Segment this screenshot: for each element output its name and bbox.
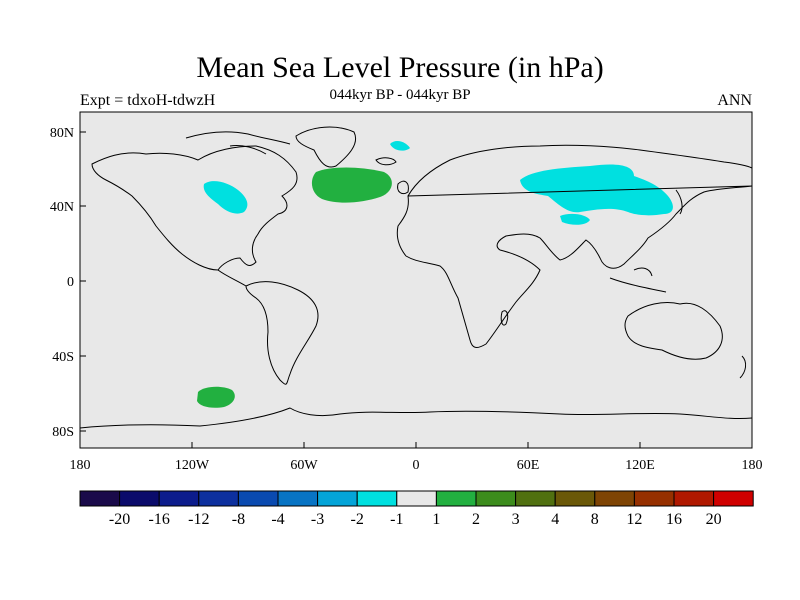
lon-tick-180e: 180	[742, 458, 763, 473]
colorbar-label: 20	[706, 511, 722, 528]
colorbar-box	[237, 490, 279, 507]
lon-tick-60e: 60E	[517, 458, 540, 473]
coastline-arctic-islands	[185, 131, 291, 155]
colorbar-label: 3	[512, 511, 520, 528]
colorbar-box	[515, 490, 556, 507]
map-title: Mean Sea Level Pressure (in hPa)	[196, 51, 604, 84]
colorbar-box	[633, 490, 675, 507]
lat-tick-40n: 40N	[50, 200, 74, 215]
coastline-indonesia	[609, 267, 667, 293]
colorbar-label: -2	[351, 511, 364, 528]
colorbar-label: 12	[626, 511, 642, 528]
coastline-australia	[624, 302, 723, 360]
anomaly-south-pacific	[197, 386, 235, 408]
coastline-iceland	[375, 157, 397, 166]
colorbar-box	[317, 490, 358, 507]
colorbar-label: 16	[666, 511, 682, 528]
coastline-antarctica	[79, 407, 753, 429]
colorbar-box	[79, 490, 121, 507]
colorbar-box	[158, 490, 200, 507]
map-subtitle: 044kyr BP - 044kyr BP	[329, 87, 471, 103]
coastline-central-america	[217, 269, 247, 287]
lat-tick-80n: 80N	[50, 126, 74, 141]
colorbar-label: -4	[271, 511, 284, 528]
coastline-south-america	[245, 281, 319, 385]
colorbar-label: -16	[149, 511, 170, 528]
colorbar-labels: -20 -16 -12 -8 -4 -3 -2 -1 1 2 3 4 8 12 16 20	[109, 511, 722, 528]
colorbar-box	[594, 490, 635, 507]
lat-tick-0: 0	[67, 275, 74, 290]
colorbar-label: -1	[390, 511, 403, 528]
colorbar-box	[277, 490, 319, 507]
map-frame	[79, 111, 753, 449]
lat-tick-80s: 80S	[52, 425, 74, 440]
colorbar-box	[119, 490, 160, 507]
anomaly-svalbard	[390, 141, 410, 151]
lon-tick-120w: 120W	[175, 458, 210, 473]
colorbar-label: 1	[432, 511, 440, 528]
colorbar-label: 8	[591, 511, 599, 528]
anomaly-north-atlantic	[311, 167, 392, 203]
anomaly-asia-south	[560, 213, 590, 225]
lon-tick-120e: 120E	[625, 458, 655, 473]
lon-tick-180w: 180	[70, 458, 91, 473]
coastline-eurasia-africa	[396, 144, 753, 348]
coastline-japan	[675, 189, 683, 215]
lon-tick-0: 0	[413, 458, 420, 473]
colorbar-label: -3	[311, 511, 324, 528]
colorbar-box	[356, 490, 398, 507]
colorbar-box	[396, 490, 437, 507]
lat-tick-40s: 40S	[52, 350, 74, 365]
colorbar-label: -20	[109, 511, 130, 528]
colorbar-box	[554, 490, 596, 507]
lon-tick-60w: 60W	[290, 458, 318, 473]
colorbar-box	[435, 490, 477, 507]
coastline-madagascar	[500, 310, 509, 326]
colorbar-box	[713, 490, 754, 507]
coastline-greenland	[295, 126, 356, 168]
season-label: ANN	[717, 92, 752, 109]
colorbar-box	[475, 490, 517, 507]
colorbar-boxes	[79, 490, 754, 507]
colorbar-box	[673, 490, 715, 507]
colorbar-label: -8	[232, 511, 245, 528]
anomaly-north-america	[203, 181, 248, 214]
colorbar-label: 2	[472, 511, 480, 528]
coastline-british-isles	[397, 180, 409, 195]
colorbar-box	[198, 490, 239, 507]
anomaly-asia	[520, 164, 673, 216]
experiment-label: Expt = tdxoH-tdwzH	[80, 92, 216, 109]
colorbar-label: 4	[551, 511, 559, 528]
coastline-north-america	[91, 145, 298, 271]
coastline-new-zealand	[739, 355, 747, 379]
colorbar-label: -12	[188, 511, 209, 528]
